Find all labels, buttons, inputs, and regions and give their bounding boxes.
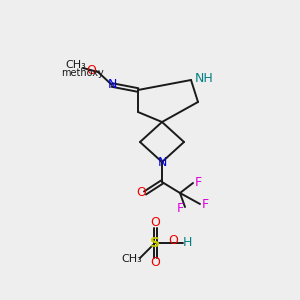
Text: O: O: [136, 185, 146, 199]
Text: methoxy: methoxy: [61, 68, 104, 78]
Text: O: O: [86, 64, 96, 77]
Text: O: O: [150, 217, 160, 230]
Text: O: O: [150, 256, 160, 269]
Text: F: F: [176, 202, 184, 214]
Text: S: S: [150, 236, 160, 250]
Text: NH: NH: [195, 71, 214, 85]
Text: N: N: [107, 77, 117, 91]
Text: F: F: [194, 176, 202, 188]
Text: N: N: [157, 155, 167, 169]
Text: H: H: [182, 236, 192, 250]
Text: F: F: [201, 199, 208, 212]
Text: CH₃: CH₃: [66, 60, 86, 70]
Text: O: O: [168, 235, 178, 248]
Text: CH₃: CH₃: [122, 254, 142, 264]
